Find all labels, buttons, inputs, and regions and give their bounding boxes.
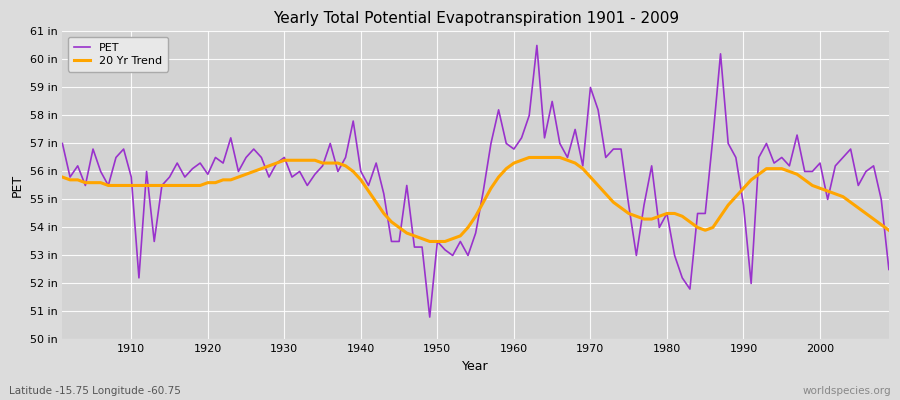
- PET: [508, 147, 519, 152]
- PET: [424, 315, 435, 320]
- Title: Yearly Total Potential Evapotranspiration 1901 - 2009: Yearly Total Potential Evapotranspiratio…: [273, 11, 679, 26]
- Text: Latitude -15.75 Longitude -60.75: Latitude -15.75 Longitude -60.75: [9, 386, 181, 396]
- 20 Yr Trend: [424, 239, 435, 244]
- X-axis label: Year: Year: [463, 360, 489, 373]
- PET: [517, 136, 527, 140]
- Text: worldspecies.org: worldspecies.org: [803, 386, 891, 396]
- Line: 20 Yr Trend: 20 Yr Trend: [62, 158, 889, 242]
- 20 Yr Trend: [118, 183, 129, 188]
- 20 Yr Trend: [332, 161, 343, 166]
- Line: PET: PET: [62, 46, 889, 317]
- PET: [57, 141, 68, 146]
- PET: [286, 175, 297, 180]
- PET: [332, 169, 343, 174]
- PET: [616, 147, 626, 152]
- 20 Yr Trend: [286, 158, 297, 163]
- PET: [118, 147, 129, 152]
- Legend: PET, 20 Yr Trend: PET, 20 Yr Trend: [68, 37, 167, 72]
- Y-axis label: PET: PET: [11, 174, 24, 197]
- PET: [532, 43, 543, 48]
- 20 Yr Trend: [57, 175, 68, 180]
- PET: [884, 267, 895, 272]
- 20 Yr Trend: [616, 206, 626, 210]
- 20 Yr Trend: [524, 155, 535, 160]
- 20 Yr Trend: [517, 158, 527, 163]
- 20 Yr Trend: [884, 228, 895, 233]
- 20 Yr Trend: [508, 161, 519, 166]
